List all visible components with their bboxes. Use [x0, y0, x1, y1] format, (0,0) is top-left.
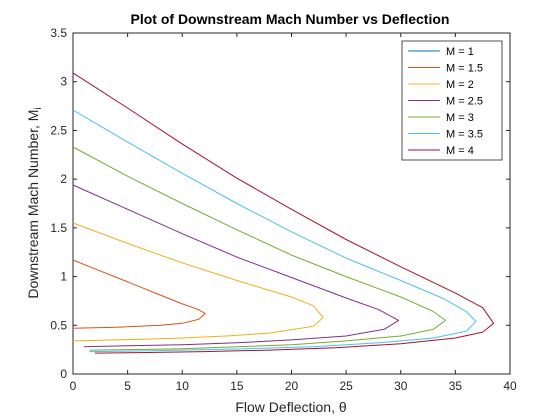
x-tick-label: 30 [394, 379, 408, 393]
y-tick-label: 2 [60, 172, 67, 186]
y-axis-title-main: Downstream Mach Number, M [25, 110, 41, 299]
x-tick-label: 10 [176, 379, 190, 393]
axis-ticks: 0 5 10 15 20 25 30 35 40 0 0.5 1 1.5 2 2.5 3 3.5 [50, 26, 517, 393]
series-line-4 [72, 146, 446, 351]
legend-label: M = 2.5 [446, 96, 483, 108]
chart-title: Plot of Downstream Mach Number vs Deflec… [131, 11, 450, 27]
x-tick-label: 20 [285, 379, 299, 393]
series-line-5 [72, 109, 477, 353]
y-tick-label: 1 [60, 270, 67, 284]
x-tick-label: 5 [124, 379, 131, 393]
series-line-2 [72, 222, 324, 342]
x-tick-label: 0 [70, 379, 77, 393]
series-line-6 [72, 72, 495, 354]
x-tick-label: 25 [339, 379, 353, 393]
y-tick-label: 2.5 [50, 123, 67, 137]
x-tick-label: 15 [230, 379, 244, 393]
y-tick-label: 0 [60, 367, 67, 381]
y-axis-title-sub: i [33, 107, 44, 109]
legend-label: M = 3.5 [446, 129, 483, 141]
series-layer [72, 72, 495, 354]
series-line-3 [72, 184, 400, 348]
legend-label: M = 3 [446, 112, 474, 124]
x-tick-label: 35 [449, 379, 463, 393]
legend: M = 1 M = 1.5 M = 2 M = 2.5 M = 3 M = 3.5 M = … [401, 40, 503, 161]
legend-label: M = 1 [446, 46, 474, 58]
y-tick-label: 0.5 [50, 318, 67, 332]
legend-label: M = 4 [446, 145, 474, 157]
x-axis-title: Flow Deflection, θ [235, 399, 346, 415]
y-tick-label: 1.5 [50, 221, 67, 235]
y-axis-title: Downstream Mach Number, Mi [25, 107, 44, 298]
y-tick-label: 3 [60, 75, 67, 89]
legend-label: M = 2 [446, 79, 474, 91]
y-tick-label: 3.5 [50, 26, 67, 40]
x-tick-label: 40 [503, 379, 517, 393]
series-line-1 [72, 259, 206, 329]
legend-label: M = 1.5 [446, 63, 483, 75]
